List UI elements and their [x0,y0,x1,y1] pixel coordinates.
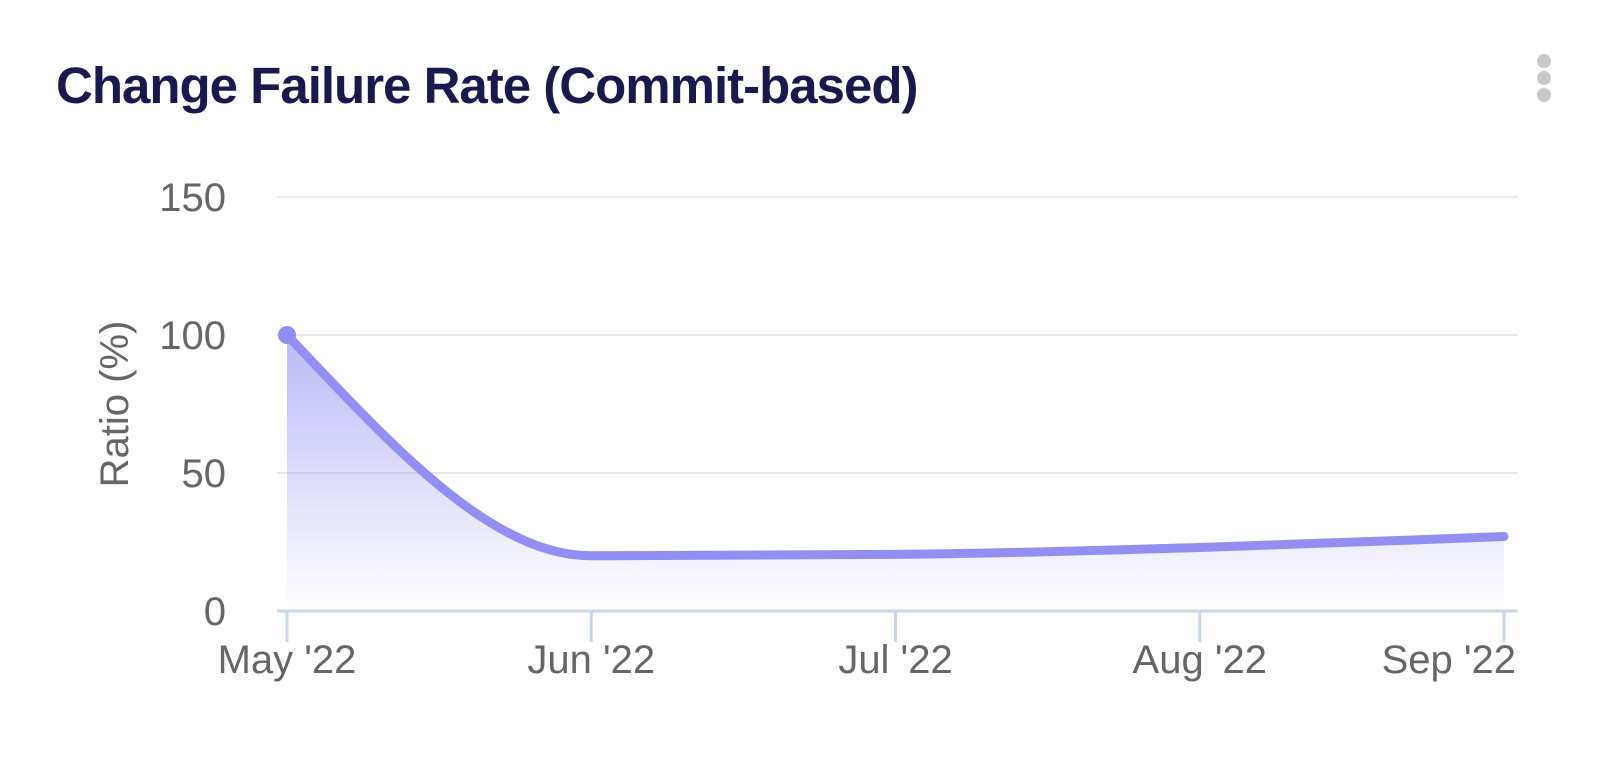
first-point-marker [278,326,296,344]
x-axis-tick-label: Sep '22 [1382,638,1516,682]
chart-title: Change Failure Rate (Commit-based) [56,57,918,114]
y-axis-tick-label: 50 [182,452,227,496]
x-axis-tick-label: Aug '22 [1133,638,1267,682]
y-axis-tick-label: 100 [159,314,226,358]
x-axis-tick-label: Jul '22 [838,638,952,682]
y-axis-title: Ratio (%) [93,321,137,488]
chart-context-menu-button[interactable] [1531,48,1557,108]
x-axis-tick-label: May '22 [218,638,357,682]
kebab-menu-icon [1537,54,1551,68]
y-axis-tick-label: 0 [204,590,226,634]
x-axis-tick-label: Jun '22 [527,638,655,682]
kebab-menu-icon [1537,71,1551,85]
y-axis-tick-label: 150 [159,176,226,220]
kebab-menu-icon [1537,88,1551,102]
series-line [282,330,1509,561]
